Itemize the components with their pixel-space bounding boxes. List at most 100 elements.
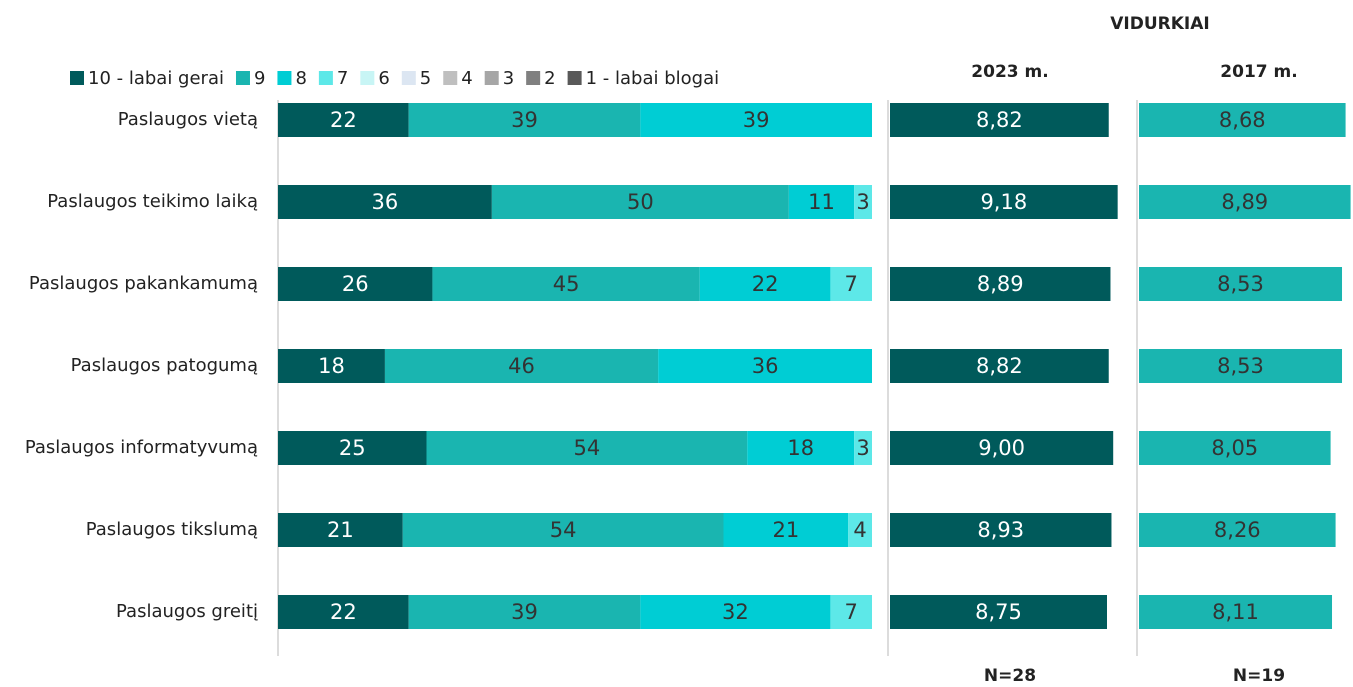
legend-label: 3 xyxy=(503,68,514,89)
data-label: 32 xyxy=(722,600,749,624)
data-label: 54 xyxy=(550,518,577,542)
bar xyxy=(890,185,1118,219)
legend-label: 2 xyxy=(544,68,555,89)
data-label: 8,89 xyxy=(1221,190,1268,214)
category-label: Paslaugos teikimo laiką xyxy=(47,191,258,212)
legend-label: 4 xyxy=(461,68,472,89)
data-label: 8,82 xyxy=(976,108,1023,132)
category-label: Paslaugos informatyvumą xyxy=(25,437,258,458)
bar xyxy=(890,513,1112,547)
data-label: 39 xyxy=(511,108,538,132)
legend-label: 7 xyxy=(337,68,348,89)
data-label: 25 xyxy=(339,436,366,460)
bar xyxy=(1139,185,1351,219)
legend-label: 10 - labai gerai xyxy=(88,68,224,89)
data-label: 8,89 xyxy=(977,272,1024,296)
data-label: 21 xyxy=(773,518,800,542)
bar xyxy=(890,103,1109,137)
category-label: Paslaugos tikslumą xyxy=(86,519,258,540)
data-label: 11 xyxy=(808,190,835,214)
legend-swatch xyxy=(360,71,375,85)
bar-segment xyxy=(658,349,872,383)
data-label: 50 xyxy=(627,190,654,214)
bar-segment xyxy=(278,103,409,137)
bar-segment xyxy=(432,267,700,301)
data-label: 21 xyxy=(327,518,354,542)
data-label: 7 xyxy=(845,272,858,296)
bar-segment xyxy=(699,267,831,301)
legend-label: 6 xyxy=(378,68,389,89)
legend-swatch xyxy=(70,71,84,85)
category-label: Paslaugos patogumą xyxy=(71,355,258,376)
bar-segment xyxy=(747,431,855,465)
data-label: 3 xyxy=(856,190,869,214)
legend-label: 1 - labai blogai xyxy=(586,68,720,89)
legend-label: 9 xyxy=(254,68,265,89)
bar-segment xyxy=(278,267,433,301)
panel-note: N=19 xyxy=(1233,666,1285,686)
legend-swatch xyxy=(484,71,499,85)
data-label: 9,00 xyxy=(978,436,1025,460)
bar-segment xyxy=(408,595,641,629)
bar-segment xyxy=(854,431,872,465)
legend-swatch xyxy=(235,71,250,85)
data-label: 39 xyxy=(743,108,770,132)
bar-segment xyxy=(408,103,641,137)
data-label: 26 xyxy=(342,272,369,296)
data-label: 36 xyxy=(372,190,399,214)
data-label: 8,82 xyxy=(976,354,1023,378)
bar xyxy=(1139,513,1336,547)
bar-segment xyxy=(788,185,855,219)
bar xyxy=(1139,431,1331,465)
legend-swatch xyxy=(526,71,541,85)
category-label: Paslaugos vietą xyxy=(118,109,258,130)
legend-swatch xyxy=(401,71,416,85)
legend-swatch xyxy=(567,71,582,85)
data-label: 8,53 xyxy=(1217,272,1264,296)
bar xyxy=(890,595,1107,629)
bar-segment xyxy=(426,431,748,465)
data-label: 18 xyxy=(787,436,814,460)
bar xyxy=(890,267,1111,301)
legend-label: 5 xyxy=(420,68,431,89)
category-label: Paslaugos pakankamumą xyxy=(29,273,258,294)
data-label: 8,11 xyxy=(1212,600,1259,624)
heading: VIDURKIAI xyxy=(1110,14,1209,34)
legend-swatch xyxy=(318,71,333,85)
bar xyxy=(1139,349,1343,383)
data-label: 8,93 xyxy=(977,518,1024,542)
bar-segment xyxy=(830,267,872,301)
data-label: 4 xyxy=(853,518,866,542)
data-label: 9,18 xyxy=(980,190,1027,214)
data-label: 45 xyxy=(553,272,580,296)
panel-title: 2017 m. xyxy=(1220,62,1297,82)
data-label: 8,68 xyxy=(1219,108,1266,132)
data-label: 54 xyxy=(574,436,601,460)
bar-segment xyxy=(848,513,872,547)
legend-swatch xyxy=(277,71,292,85)
data-label: 8,53 xyxy=(1217,354,1264,378)
bar-segment xyxy=(723,513,849,547)
data-label: 8,26 xyxy=(1214,518,1261,542)
bar-segment xyxy=(491,185,789,219)
data-label: 8,05 xyxy=(1211,436,1258,460)
category-label: Paslaugos greitį xyxy=(116,601,258,622)
bar-segment xyxy=(278,513,403,547)
data-label: 39 xyxy=(511,600,538,624)
bar-segment xyxy=(278,431,427,465)
data-label: 22 xyxy=(330,600,357,624)
bar-segment xyxy=(278,595,409,629)
bar xyxy=(890,431,1114,465)
bar xyxy=(890,349,1109,383)
data-label: 7 xyxy=(845,600,858,624)
bar-segment xyxy=(854,185,872,219)
data-label: 22 xyxy=(330,108,357,132)
data-label: 22 xyxy=(752,272,779,296)
panel-note: N=28 xyxy=(984,666,1036,686)
legend-label: 8 xyxy=(295,68,306,89)
bar-segment xyxy=(278,349,385,383)
data-label: 46 xyxy=(508,354,535,378)
data-label: 3 xyxy=(856,436,869,460)
bar-segment xyxy=(830,595,872,629)
